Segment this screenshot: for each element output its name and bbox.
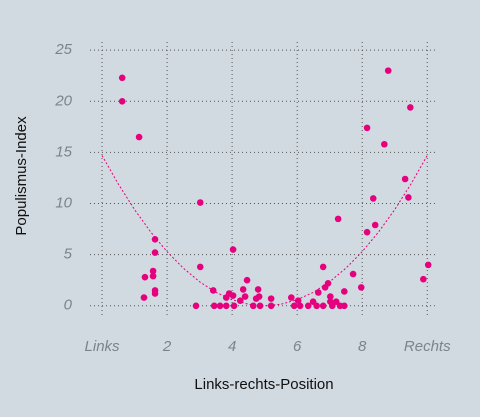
point: [371, 221, 379, 229]
point: [407, 104, 414, 111]
point: [229, 292, 237, 299]
point: [222, 302, 230, 310]
x-tick-label: 4: [228, 338, 236, 355]
point: [401, 175, 409, 183]
y-tick-label: 15: [55, 143, 72, 160]
point: [328, 302, 336, 310]
point: [363, 228, 371, 236]
point: [210, 302, 218, 310]
point: [243, 276, 251, 284]
point: [304, 302, 312, 310]
point: [236, 297, 244, 304]
point: [141, 273, 149, 281]
point: [149, 272, 157, 280]
point: [334, 215, 342, 223]
y-tick-label: 0: [64, 297, 73, 314]
point: [424, 261, 432, 269]
point: [341, 302, 348, 310]
point: [288, 294, 295, 301]
point: [294, 297, 302, 304]
point: [241, 293, 249, 300]
x-tick-label: 8: [358, 338, 367, 355]
point: [249, 302, 257, 310]
point: [196, 199, 204, 206]
point: [319, 302, 327, 310]
x-tick-label: 6: [293, 338, 302, 355]
point: [118, 97, 126, 105]
point: [216, 302, 224, 310]
point: [369, 195, 377, 202]
x-tick-label: Rechts: [404, 338, 451, 355]
point: [313, 302, 320, 310]
point: [135, 133, 143, 141]
point: [239, 286, 247, 293]
point: [267, 302, 275, 310]
y-tick-label: 25: [54, 41, 72, 58]
point: [296, 302, 304, 310]
point: [151, 236, 159, 243]
point: [319, 263, 327, 271]
x-axis-label: Links-rechts-Position: [194, 376, 333, 393]
point: [349, 270, 357, 278]
point: [327, 293, 334, 300]
point: [405, 194, 412, 201]
point: [324, 279, 332, 287]
x-tick-label: Links: [85, 338, 121, 355]
point: [256, 302, 264, 310]
y-tick-label: 5: [64, 246, 73, 263]
point: [384, 67, 392, 74]
y-tick-label: 20: [54, 92, 72, 109]
point: [196, 263, 204, 271]
point: [314, 289, 322, 296]
point: [118, 74, 126, 82]
point: [341, 288, 348, 295]
y-axis-label: Populismus-Index: [13, 116, 30, 236]
point: [140, 294, 148, 301]
point: [254, 286, 262, 293]
point: [151, 290, 159, 297]
point: [267, 295, 275, 302]
point: [151, 249, 159, 256]
point: [363, 124, 371, 132]
point: [420, 275, 427, 283]
x-tick-label: 2: [162, 338, 172, 355]
point: [357, 284, 365, 291]
point: [290, 302, 298, 310]
point: [381, 140, 388, 148]
point: [332, 298, 340, 305]
point: [192, 302, 200, 310]
point: [149, 267, 157, 275]
point: [230, 302, 238, 310]
point: [209, 287, 217, 294]
y-tick-label: 10: [55, 195, 72, 212]
point: [229, 246, 237, 253]
point: [255, 293, 263, 300]
